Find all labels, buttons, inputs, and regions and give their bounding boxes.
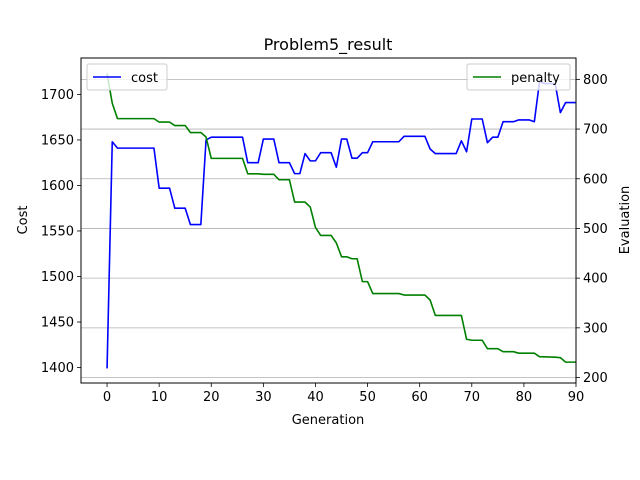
x-tick-label: 90 (568, 390, 585, 405)
x-tick-label: 60 (411, 390, 428, 405)
y-left-tick-label: 1450 (41, 316, 74, 331)
y-right-tick-label: 400 (583, 272, 608, 287)
legend-penalty: penalty (466, 63, 571, 91)
y-axis-left: 1400 1450 1500 1550 1600 1650 1700 (41, 88, 81, 376)
y-left-tick-label: 1650 (41, 133, 74, 148)
legend-penalty-label: penalty (511, 71, 560, 86)
plot-frame (80, 57, 577, 384)
legend-cost: cost (86, 63, 168, 91)
y-axis-right: 200 300 400 500 600 700 800 (576, 73, 608, 386)
y-axis-right-label: Evaluation (618, 186, 633, 255)
legend-penalty-box (466, 63, 571, 91)
x-tick-label: 20 (203, 390, 220, 405)
x-tick-label: 0 (103, 390, 111, 405)
x-tick-label: 30 (255, 390, 272, 405)
x-tick-label: 70 (464, 390, 481, 405)
y-axis-left-label: Cost (16, 206, 31, 235)
x-tick-label: 50 (359, 390, 376, 405)
x-tick-label: 10 (151, 390, 168, 405)
y-left-tick-label: 1500 (41, 270, 74, 285)
legend-cost-label: cost (131, 71, 158, 86)
y-right-tick-label: 200 (583, 371, 608, 386)
series-lines (106, 73, 576, 369)
y-left-tick-label: 1550 (41, 224, 74, 239)
y-right-tick-label: 800 (583, 73, 608, 88)
x-tick-label: 80 (516, 390, 533, 405)
y-right-tick-label: 600 (583, 172, 608, 187)
x-tick-label: 40 (307, 390, 324, 405)
y-right-tick-label: 500 (583, 222, 608, 237)
series-line-cost (106, 80, 576, 369)
chart-title: Problem5_result (264, 35, 393, 55)
legend-cost-box (86, 63, 168, 91)
y-right-tick-label: 300 (583, 321, 608, 336)
x-axis-label: Generation (292, 413, 365, 428)
x-axis: 0 10 20 30 40 50 60 70 80 90 (103, 383, 584, 405)
y-left-tick-label: 1600 (41, 179, 74, 194)
y-right-tick-label: 700 (583, 123, 608, 138)
y-left-tick-label: 1700 (41, 88, 74, 103)
series-line-penalty (106, 73, 576, 363)
y-left-tick-label: 1400 (41, 361, 74, 376)
